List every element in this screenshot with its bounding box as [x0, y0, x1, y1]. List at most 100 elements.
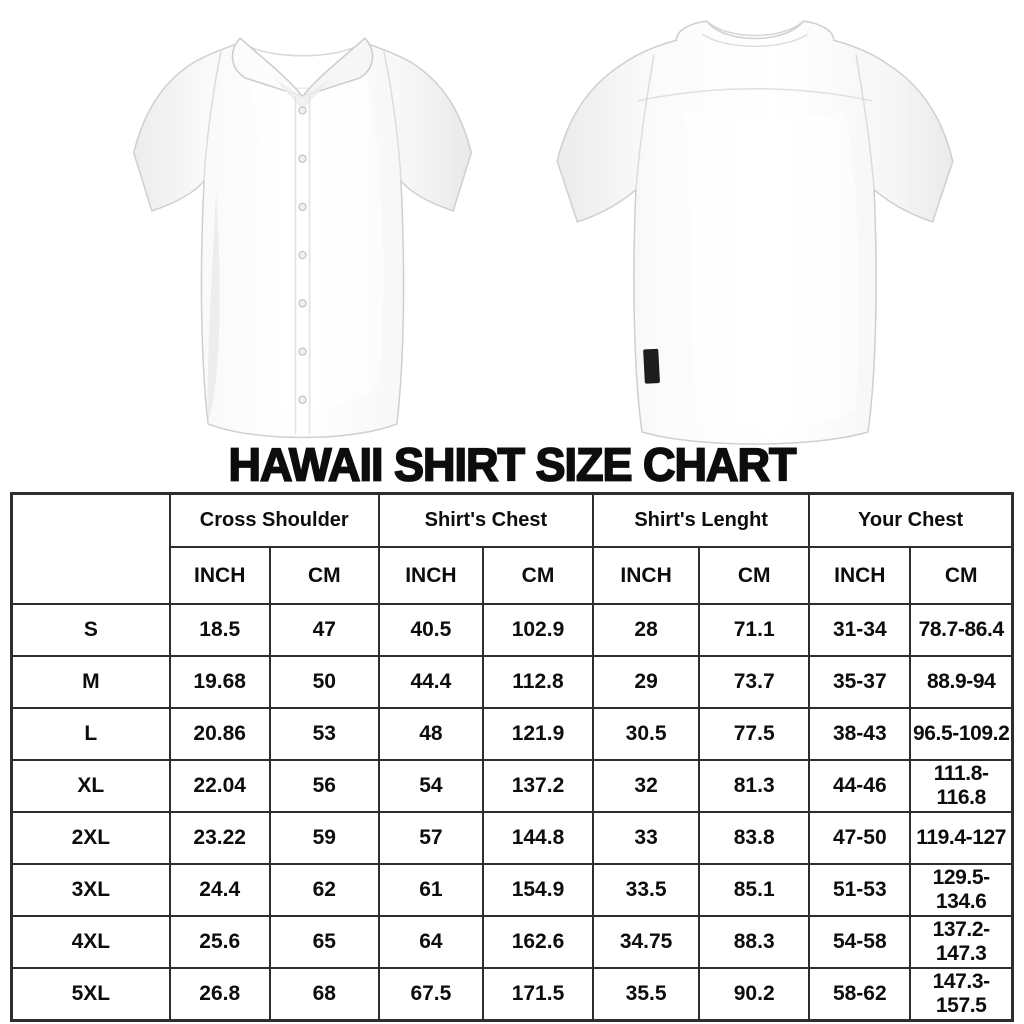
value-cell: 47-50: [808, 811, 912, 865]
value-cell: 162.6: [481, 915, 595, 969]
value-cell: 30.5: [592, 707, 701, 761]
table-row: 2XL 23.22 59 57 144.8 33 83.8 47-50 119.4-127: [10, 811, 1014, 865]
group-header-shirts-lenght: Shirt's Lenght: [592, 492, 811, 548]
front-shirt-image: [132, 37, 473, 439]
size-label: 3XL: [10, 863, 171, 917]
value-cell: 88.3: [698, 915, 811, 969]
value-cell: 26.8: [168, 967, 271, 1021]
value-cell: 64: [377, 915, 484, 969]
value-cell: 18.5: [168, 603, 271, 657]
table-row: XL 22.04 56 54 137.2 32 81.3 44-46 111.8-116.8: [10, 759, 1014, 813]
value-cell: 34.75: [592, 915, 701, 969]
value-cell: 90.2: [698, 967, 811, 1021]
unit-header-cm: CM: [909, 546, 1014, 605]
value-cell: 56: [268, 759, 380, 813]
value-cell: 67.5: [377, 967, 484, 1021]
unit-header-row: INCH CM INCH CM INCH CM INCH CM: [12, 546, 1014, 605]
value-cell: 121.9: [481, 707, 595, 761]
value-cell: 40.5: [377, 603, 484, 657]
value-cell: 29: [592, 655, 701, 709]
size-label: S: [10, 603, 171, 657]
size-label: XL: [10, 759, 171, 813]
value-cell: 144.8: [481, 811, 595, 865]
value-cell: 48: [377, 707, 484, 761]
table-row: 3XL 24.4 62 61 154.9 33.5 85.1 51-53 129.5-134.6: [10, 863, 1014, 917]
back-shirt-image: [556, 20, 954, 445]
value-cell: 54: [377, 759, 484, 813]
value-cell: 28: [592, 603, 701, 657]
value-cell: 53: [268, 707, 380, 761]
size-label: 2XL: [10, 811, 171, 865]
value-cell: 58-62: [808, 967, 912, 1021]
value-cell: 137.2-147.3: [909, 915, 1014, 969]
unit-header-inch: INCH: [592, 546, 701, 605]
unit-header-inch: INCH: [168, 546, 271, 605]
unit-header-cm: CM: [698, 546, 811, 605]
unit-header-inch: INCH: [377, 546, 484, 605]
group-header-shirts-chest: Shirt's Chest: [377, 492, 595, 548]
page-title: HAWAII SHIRT SIZE CHART: [228, 437, 798, 491]
value-cell: 19.68: [168, 655, 271, 709]
value-cell: 111.8-116.8: [909, 759, 1014, 813]
value-cell: 81.3: [698, 759, 811, 813]
value-cell: 32: [592, 759, 701, 813]
value-cell: 88.9-94: [909, 655, 1014, 709]
size-table-body: S 18.5 47 40.5 102.9 28 71.1 31-34 78.7-86.4 M 19.…: [10, 603, 1014, 1021]
size-label: M: [10, 655, 171, 709]
value-cell: 35.5: [592, 967, 701, 1021]
table-row: 4XL 25.6 65 64 162.6 34.75 88.3 54-58 137.2-147.…: [10, 915, 1014, 969]
value-cell: 65: [268, 915, 380, 969]
value-cell: 83.8: [698, 811, 811, 865]
value-cell: 38-43: [808, 707, 912, 761]
value-cell: 61: [377, 863, 484, 917]
value-cell: 44.4: [377, 655, 484, 709]
table-row: S 18.5 47 40.5 102.9 28 71.1 31-34 78.7-86.4: [10, 603, 1014, 657]
value-cell: 147.3-157.5: [909, 967, 1014, 1021]
value-cell: 112.8: [481, 655, 595, 709]
value-cell: 54-58: [808, 915, 912, 969]
value-cell: 119.4-127: [909, 811, 1014, 865]
group-header-your-chest: Your Chest: [808, 492, 1014, 548]
value-cell: 44-46: [808, 759, 912, 813]
value-cell: 78.7-86.4: [909, 603, 1014, 657]
value-cell: 25.6: [168, 915, 271, 969]
value-cell: 33: [592, 811, 701, 865]
value-cell: 24.4: [168, 863, 271, 917]
size-label: L: [10, 707, 171, 761]
size-chart-table: Cross Shoulder Shirt's Chest Shirt's Len…: [10, 492, 1014, 1022]
value-cell: 96.5-109.2: [909, 707, 1014, 761]
value-cell: 73.7: [698, 655, 811, 709]
hem-tag: [643, 348, 660, 384]
value-cell: 47: [268, 603, 380, 657]
table-row: M 19.68 50 44.4 112.8 29 73.7 35-37 88.9-94: [10, 655, 1014, 709]
value-cell: 33.5: [592, 863, 701, 917]
unit-header-inch: INCH: [808, 546, 912, 605]
size-label: 4XL: [10, 915, 171, 969]
value-cell: 62: [268, 863, 380, 917]
value-cell: 68: [268, 967, 380, 1021]
value-cell: 102.9: [481, 603, 595, 657]
unit-header-cm: CM: [481, 546, 595, 605]
value-cell: 137.2: [481, 759, 595, 813]
value-cell: 77.5: [698, 707, 811, 761]
unit-header-cm: CM: [268, 546, 380, 605]
value-cell: 129.5-134.6: [909, 863, 1014, 917]
table-row: L 20.86 53 48 121.9 30.5 77.5 38-43 96.5-109.2: [10, 707, 1014, 761]
value-cell: 31-34: [808, 603, 912, 657]
value-cell: 23.22: [168, 811, 271, 865]
value-cell: 171.5: [481, 967, 595, 1021]
size-label: 5XL: [10, 967, 171, 1021]
group-header-cross-shoulder: Cross Shoulder: [168, 492, 380, 548]
value-cell: 59: [268, 811, 380, 865]
corner-cell: [10, 492, 171, 605]
value-cell: 85.1: [698, 863, 811, 917]
value-cell: 35-37: [808, 655, 912, 709]
value-cell: 22.04: [168, 759, 271, 813]
group-header-row: Cross Shoulder Shirt's Chest Shirt's Len…: [10, 492, 1014, 605]
table-row: 5XL 26.8 68 67.5 171.5 35.5 90.2 58-62 147.3-157…: [10, 967, 1014, 1021]
value-cell: 154.9: [481, 863, 595, 917]
value-cell: 50: [268, 655, 380, 709]
value-cell: 57: [377, 811, 484, 865]
value-cell: 71.1: [698, 603, 811, 657]
